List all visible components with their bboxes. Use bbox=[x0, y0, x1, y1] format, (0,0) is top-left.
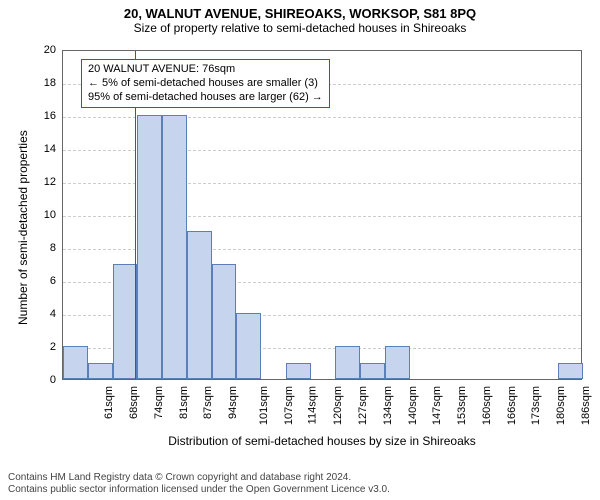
xtick-label: 61sqm bbox=[103, 386, 115, 419]
xtick-label: 166sqm bbox=[506, 386, 518, 425]
ytick-label: 8 bbox=[0, 242, 56, 254]
xtick-label: 153sqm bbox=[456, 386, 468, 425]
xtick-label: 173sqm bbox=[530, 386, 542, 425]
bar bbox=[286, 363, 311, 380]
xtick-label: 140sqm bbox=[407, 386, 419, 425]
footer-line2: Contains public sector information licen… bbox=[8, 484, 592, 496]
ytick-label: 4 bbox=[0, 308, 56, 320]
bar bbox=[88, 363, 113, 380]
xtick-label: 74sqm bbox=[153, 386, 165, 419]
xtick-label: 147sqm bbox=[431, 386, 443, 425]
ytick-label: 10 bbox=[0, 209, 56, 221]
xtick-label: 127sqm bbox=[357, 386, 369, 425]
bar bbox=[137, 115, 162, 379]
bar bbox=[212, 264, 237, 380]
bar bbox=[558, 363, 583, 380]
bar bbox=[162, 115, 187, 379]
ytick-label: 20 bbox=[0, 44, 56, 56]
annotation-box: 20 WALNUT AVENUE: 76sqm ← 5% of semi-det… bbox=[81, 59, 330, 108]
y-axis-label: Number of semi-detached properties bbox=[16, 130, 30, 325]
xtick-label: 81sqm bbox=[178, 386, 190, 419]
xtick-label: 101sqm bbox=[258, 386, 270, 425]
ytick-label: 2 bbox=[0, 341, 56, 353]
bar bbox=[63, 346, 88, 379]
footer: Contains HM Land Registry data © Crown c… bbox=[0, 472, 600, 496]
annotation-line3: 95% of semi-detached houses are larger (… bbox=[88, 91, 323, 105]
footer-line1: Contains HM Land Registry data © Crown c… bbox=[8, 472, 592, 484]
xtick-label: 180sqm bbox=[555, 386, 567, 425]
bar bbox=[385, 346, 410, 379]
bar bbox=[360, 363, 385, 380]
ytick-label: 18 bbox=[0, 77, 56, 89]
xtick-label: 186sqm bbox=[580, 386, 592, 425]
xtick-label: 160sqm bbox=[481, 386, 493, 425]
xtick-label: 107sqm bbox=[283, 386, 295, 425]
xtick-label: 134sqm bbox=[382, 386, 394, 425]
xtick-label: 87sqm bbox=[202, 386, 214, 419]
bar bbox=[335, 346, 360, 379]
xtick-label: 114sqm bbox=[307, 386, 319, 424]
plot-area: 20 WALNUT AVENUE: 76sqm ← 5% of semi-det… bbox=[62, 50, 582, 380]
ytick-label: 16 bbox=[0, 110, 56, 122]
ytick-label: 6 bbox=[0, 275, 56, 287]
x-axis-label: Distribution of semi-detached houses by … bbox=[62, 434, 582, 448]
chart-title: 20, WALNUT AVENUE, SHIREOAKS, WORKSOP, S… bbox=[0, 0, 600, 21]
xtick-label: 94sqm bbox=[227, 386, 239, 419]
ytick-label: 14 bbox=[0, 143, 56, 155]
annotation-line1: 20 WALNUT AVENUE: 76sqm bbox=[88, 63, 323, 77]
ytick-label: 12 bbox=[0, 176, 56, 188]
xtick-label: 120sqm bbox=[332, 386, 344, 425]
chart-subtitle: Size of property relative to semi-detach… bbox=[0, 21, 600, 35]
chart-container: { "chart": { "type": "histogram", "title… bbox=[0, 0, 600, 500]
bar bbox=[236, 313, 261, 379]
bar bbox=[187, 231, 212, 380]
xtick-label: 68sqm bbox=[128, 386, 140, 419]
ytick-label: 0 bbox=[0, 374, 56, 386]
annotation-line2: ← 5% of semi-detached houses are smaller… bbox=[88, 77, 323, 91]
bar bbox=[113, 264, 138, 380]
